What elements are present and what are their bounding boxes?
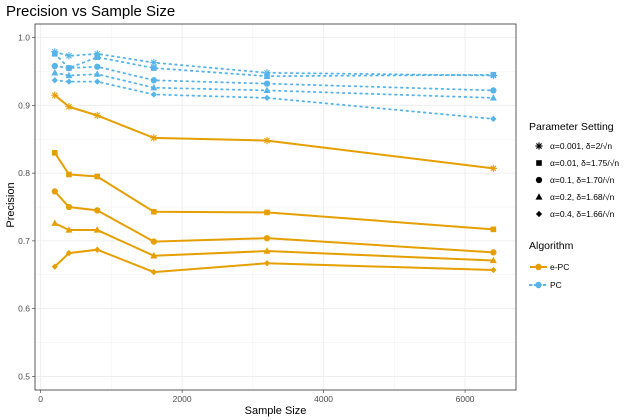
series-line-epc-p5	[54, 248, 494, 274]
data-point-epc-p2	[151, 208, 157, 215]
data-point-epc-p4	[150, 252, 158, 259]
legend-label-parameter: α=0.1, δ=1.70/√n	[550, 175, 615, 185]
data-point-pc-p3	[65, 64, 73, 72]
x-tick-label: 0	[38, 394, 43, 404]
data-point-pc-p2	[94, 54, 101, 61]
data-point-epc-p4	[489, 256, 497, 264]
y-tick-label: 0.7	[18, 236, 30, 246]
data-point-epc-p5	[490, 266, 497, 274]
data-point-epc-p3	[490, 249, 497, 256]
plot-border	[34, 23, 517, 391]
y-tick-label: 1.0	[18, 33, 30, 43]
series-line-pc-p1	[53, 50, 495, 77]
data-point-epc-p4	[65, 226, 73, 233]
data-point-epc-p3	[94, 207, 101, 214]
data-point-epc-p5	[65, 249, 73, 257]
data-point-pc-p3	[150, 77, 157, 84]
data-point-epc-p1	[150, 134, 158, 142]
series-line-pc-p4	[53, 71, 495, 99]
data-point-epc-p5	[150, 268, 157, 276]
data-point-epc-p4	[93, 226, 101, 233]
legend-key-square	[536, 160, 542, 166]
legend-label-parameter: α=0.001, δ=2/√n	[550, 141, 612, 151]
data-point-pc-p3	[263, 80, 271, 87]
legend-key-diamond	[535, 210, 543, 218]
legend-label-parameter: α=0.2, δ=1.68/√n	[550, 192, 615, 202]
x-tick-label: 4000	[314, 394, 333, 404]
data-point-epc-p3	[263, 235, 271, 242]
data-point-epc-p2	[490, 226, 497, 233]
series-line-epc-p4	[54, 222, 494, 262]
legend-marker-epc	[535, 263, 542, 271]
data-point-epc-p1	[65, 103, 73, 111]
legend-key-triangle	[535, 193, 543, 200]
data-point-epc-p1	[263, 136, 271, 145]
data-point-epc-p3	[150, 238, 157, 245]
series-line-pc-p5	[53, 79, 495, 120]
y-tick-label: 0.9	[18, 100, 30, 110]
y-axis-title: Precision	[5, 182, 17, 227]
legend-key-circle	[535, 176, 543, 184]
series-line-epc-p1	[54, 94, 494, 170]
data-point-pc-p4	[489, 94, 497, 101]
legend-key-asterisk	[535, 142, 543, 150]
data-point-pc-p3	[490, 87, 497, 94]
data-point-pc-p2	[151, 65, 157, 71]
data-point-pc-p1	[150, 59, 158, 67]
y-tick-label: 0.6	[18, 304, 30, 314]
data-point-pc-p4	[65, 71, 73, 79]
series-line-epc-p3	[54, 190, 494, 254]
legend-label-algorithm: e-PC	[550, 262, 569, 272]
data-point-epc-p1	[489, 164, 497, 172]
legend-label-algorithm: PC	[550, 280, 562, 290]
series-line-pc-p3	[53, 65, 495, 92]
x-tick-label: 6000	[456, 394, 475, 404]
data-point-pc-p5	[150, 91, 157, 98]
x-axis-title: Sample Size	[245, 405, 307, 417]
data-point-pc-p5	[263, 94, 271, 102]
data-point-epc-p5	[94, 246, 101, 253]
legend-marker-pc	[535, 281, 542, 289]
data-point-pc-p2	[264, 73, 270, 79]
series-line-epc-p2	[53, 152, 494, 231]
data-point-epc-p2	[264, 209, 270, 216]
data-point-epc-p2	[94, 173, 101, 180]
data-point-epc-p4	[263, 247, 271, 254]
data-point-epc-p3	[65, 203, 73, 211]
x-tick-label: 2000	[173, 394, 192, 404]
data-point-pc-p5	[490, 115, 497, 123]
data-point-pc-p2	[490, 72, 497, 78]
data-point-pc-p1	[65, 52, 73, 60]
data-point-epc-p5	[51, 263, 58, 270]
data-point-epc-p2	[52, 149, 58, 156]
legend-title-algorithm: Algorithm	[529, 240, 574, 252]
data-point-pc-p4	[263, 86, 271, 94]
data-point-pc-p5	[94, 78, 101, 85]
data-point-epc-p3	[51, 188, 58, 195]
data-point-epc-p1	[93, 111, 101, 120]
y-tick-label: 0.5	[18, 371, 30, 381]
chart-title: Precision vs Sample Size	[6, 3, 175, 20]
legend-label-parameter: α=0.01, δ=1.75/√n	[550, 158, 619, 168]
y-tick-label: 0.8	[18, 168, 30, 178]
legend-label-parameter: α=0.4, δ=1.66/√n	[550, 209, 615, 219]
plot-area: 0.5 0.6 0.7 0.8 0.9 1.0 0 2000 4000 6000	[18, 23, 517, 404]
data-point-epc-p4	[51, 219, 59, 226]
data-point-pc-p2	[52, 51, 58, 57]
data-point-pc-p4	[150, 83, 158, 91]
data-point-pc-p3	[51, 62, 58, 70]
data-point-pc-p5	[51, 77, 58, 84]
data-point-pc-p4	[51, 69, 59, 76]
legend-title-parameter: Parameter Setting	[529, 121, 614, 133]
legend: Parameter Setting Algorithm α=0.001, δ=2…	[529, 121, 619, 290]
data-point-epc-p2	[66, 171, 72, 178]
data-point-epc-p5	[263, 260, 271, 267]
data-point-epc-p1	[51, 91, 59, 99]
data-point-pc-p4	[93, 70, 101, 77]
data-point-pc-p3	[94, 63, 101, 70]
data-point-pc-p5	[65, 78, 73, 85]
